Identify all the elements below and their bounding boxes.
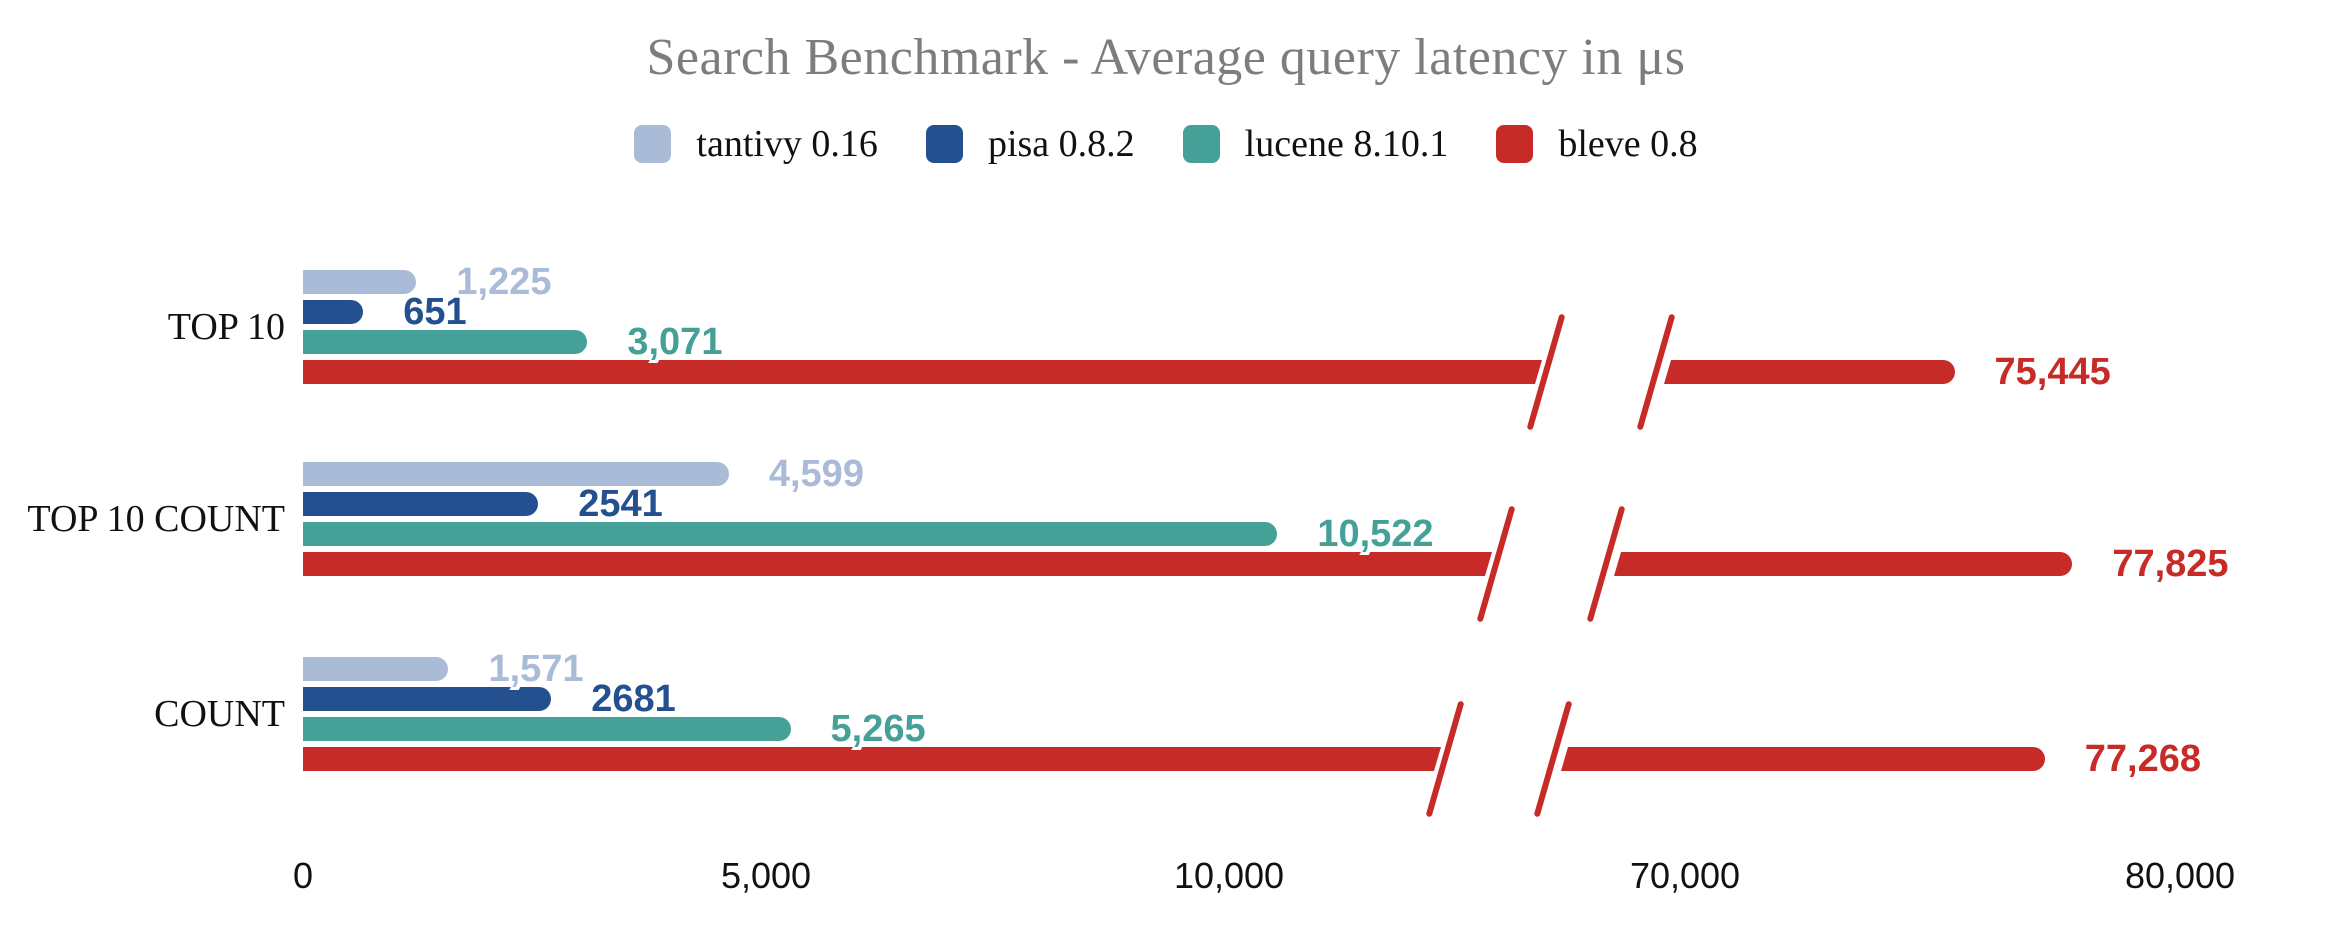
bar-pisa-2 [303, 492, 539, 516]
legend-item-1: tantivy 0.16 [634, 122, 878, 166]
value-label: 651 [403, 291, 467, 333]
bar-bleve-2-right-segment [1621, 552, 2073, 576]
bar-pisa-1 [303, 300, 364, 324]
value-label: 3,071 [627, 321, 723, 363]
chart-title: Search Benchmark - Average query latency… [646, 29, 1686, 86]
bar-lucene-3 [303, 717, 791, 741]
x-tick-label: 0 [292, 855, 314, 896]
bar-bleve-2-slant-edge [1614, 552, 1624, 576]
bar-bleve-2-left-segment [303, 552, 1492, 576]
bar-lucene-1 [303, 330, 588, 354]
value-label: 2541 [578, 483, 663, 525]
legend-swatch-icon [1496, 125, 1534, 163]
bar-bleve-1-slant-edge [1664, 360, 1674, 384]
value-label: 77,268 [2084, 738, 2201, 780]
legend-swatch-icon [925, 125, 963, 163]
category-label: COUNT [154, 693, 285, 735]
x-tick-label: 70,000 [1629, 855, 1741, 896]
bar-bleve-3-left-segment [303, 747, 1441, 771]
value-label: 2681 [591, 678, 676, 720]
legend-item-4: bleve 0.8 [1496, 122, 1698, 166]
category-label: TOP 10 [167, 306, 285, 348]
legend-swatch-icon [1182, 125, 1220, 163]
x-tick-label: 10,000 [1173, 855, 1285, 896]
legend: tantivy 0.16 pisa 0.8.2 lucene 8.10.1 bleve… [0, 122, 2332, 166]
legend-item-3: lucene 8.10.1 [1182, 122, 1449, 166]
bar-bleve-3-right-segment [1568, 747, 2045, 771]
value-label: 4,599 [768, 453, 864, 495]
x-tick-label: 5,000 [720, 855, 812, 896]
value-label: 1,225 [456, 261, 552, 303]
x-tick-label: 80,000 [2124, 855, 2236, 896]
bar-tantivy-1 [303, 270, 417, 294]
bar-tantivy-3 [303, 657, 449, 681]
value-label: 5,265 [830, 708, 926, 750]
legend-item-label: bleve 0.8 [1558, 123, 1698, 165]
legend-item-label: lucene 8.10.1 [1244, 123, 1449, 165]
bar-bleve-3-slant-edge [1561, 747, 1571, 771]
bar-bleve-1-right-segment [1671, 360, 1955, 384]
bar-bleve-1-left-segment [303, 360, 1542, 384]
category-label: TOP 10 COUNT [27, 498, 285, 540]
bar-pisa-3 [303, 687, 552, 711]
legend-item-label: pisa 0.8.2 [987, 123, 1135, 165]
value-label: 1,571 [488, 648, 584, 690]
value-label: 75,445 [1994, 351, 2111, 393]
bar-lucene-2 [303, 522, 1278, 546]
legend-item-2: pisa 0.8.2 [925, 122, 1135, 166]
bar-tantivy-2 [303, 462, 729, 486]
value-label: 77,825 [2112, 543, 2229, 585]
legend-swatch-icon [634, 125, 672, 163]
value-label: 10,522 [1317, 513, 1434, 555]
legend-item-label: tantivy 0.16 [696, 123, 878, 165]
